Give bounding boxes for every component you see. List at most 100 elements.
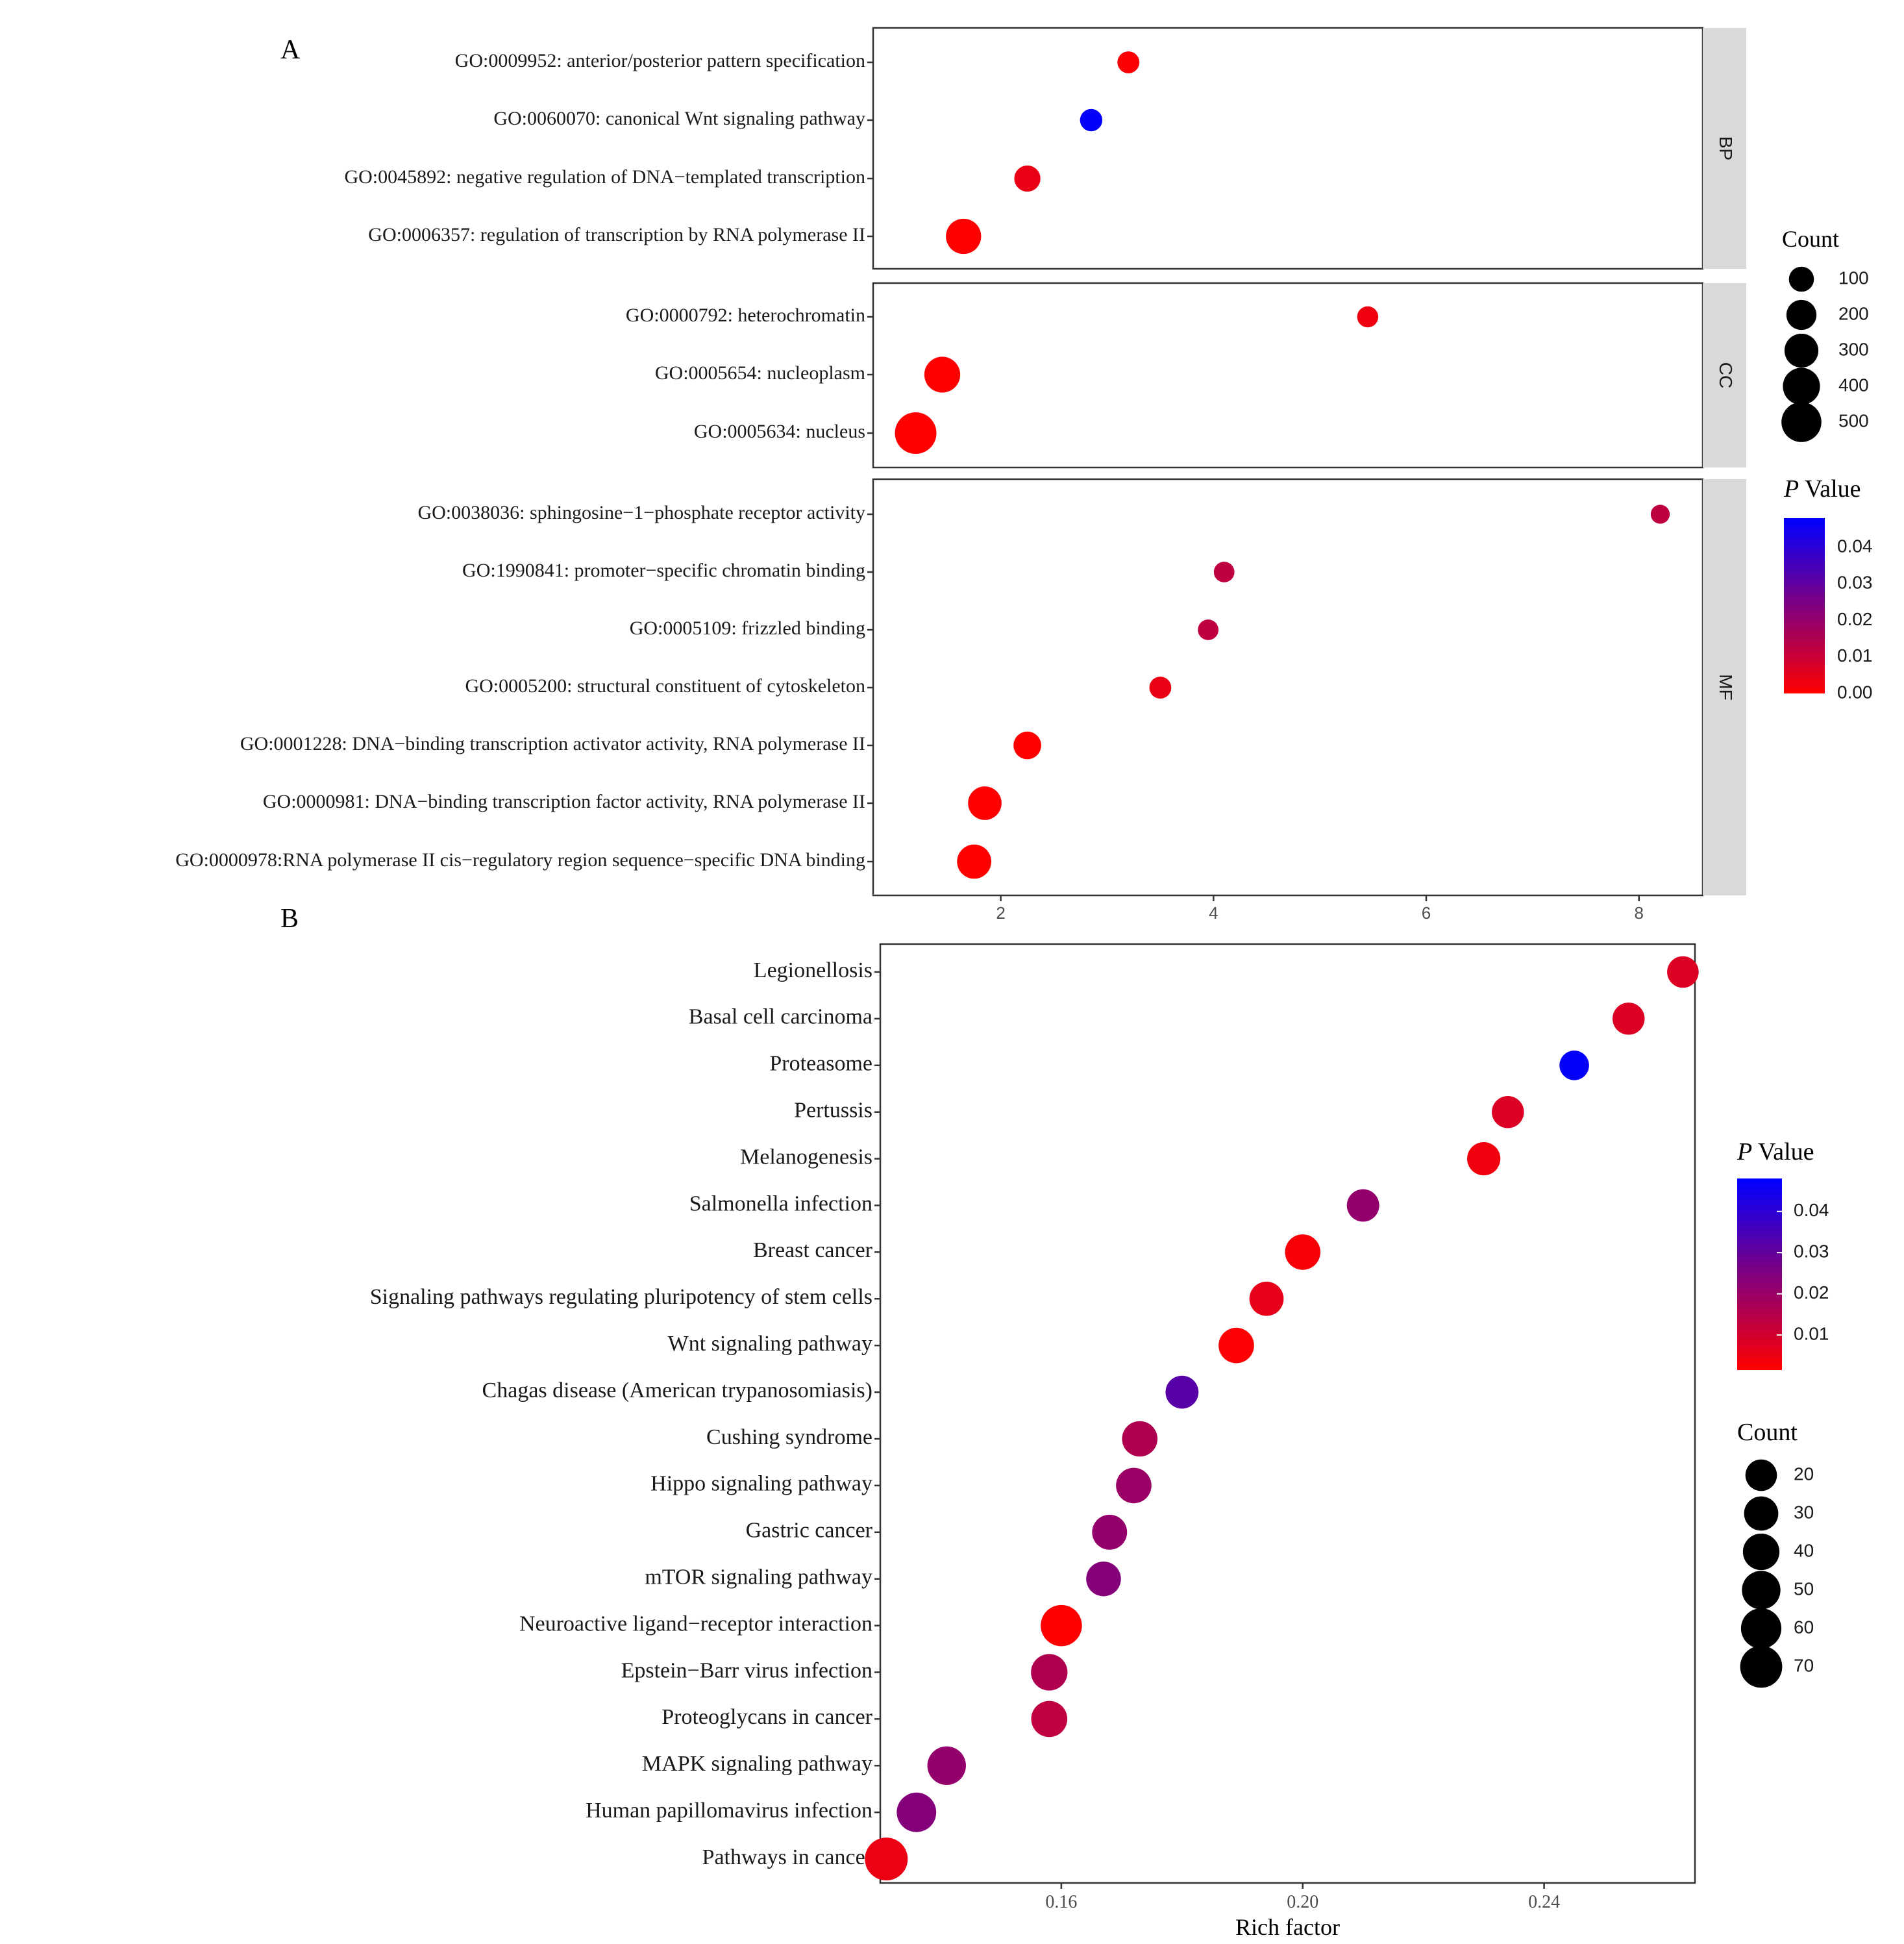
pathway-label: Epstein−Barr virus infection	[621, 1658, 872, 1682]
x-tick-label: 2	[996, 903, 1005, 923]
size-legend-label: 200	[1838, 303, 1869, 323]
go-term-label: GO:0005109: frizzled binding	[630, 617, 865, 639]
go-term-label: GO:0060070: canonical Wnt signaling path…	[493, 108, 865, 129]
data-point	[895, 412, 937, 454]
color-legend-label: 0.01	[1794, 1323, 1829, 1343]
pathway-label: Basal cell carcinoma	[689, 1005, 872, 1029]
data-point	[924, 356, 961, 393]
x-tick-label: 8	[1634, 903, 1643, 923]
go-term-label: GO:0006357: regulation of transcription …	[368, 224, 865, 245]
pathway-label: Signaling pathways regulating pluripoten…	[370, 1285, 872, 1309]
data-point	[1612, 1003, 1645, 1035]
size-legend-key	[1740, 1645, 1783, 1688]
facet-panel-mf	[872, 478, 1704, 897]
size-legend-key	[1740, 1608, 1782, 1649]
pathway-label: Pertussis	[794, 1098, 872, 1122]
color-legend-label: 0.00	[1837, 682, 1873, 702]
data-point	[1031, 1654, 1068, 1691]
data-point	[1092, 1514, 1128, 1550]
data-point	[968, 786, 1002, 820]
data-point	[1346, 1189, 1379, 1222]
data-point	[1117, 51, 1140, 73]
data-point	[1285, 1234, 1321, 1270]
data-point	[1122, 1421, 1158, 1457]
go-term-label: GO:0005654: nucleoplasm	[655, 362, 865, 384]
size-legend-label: 30	[1794, 1502, 1814, 1522]
data-point	[1559, 1051, 1589, 1080]
facet-panel-cc	[872, 282, 1704, 469]
color-legend-title-italic: P	[1737, 1138, 1752, 1165]
size-legend-key	[1744, 1496, 1779, 1531]
data-point	[1492, 1095, 1524, 1128]
go-term-label: GO:0000978:RNA polymerase II cis−regulat…	[175, 849, 865, 871]
x-tick-label: 6	[1422, 903, 1431, 923]
color-bar	[1737, 1178, 1782, 1370]
x-tick-label: 0.16	[1045, 1892, 1077, 1912]
pathway-label: MAPK signaling pathway	[642, 1752, 872, 1776]
panel-b-label: B	[280, 904, 299, 934]
size-legend-key	[1742, 1571, 1781, 1610]
color-legend-label: 0.04	[1837, 536, 1873, 556]
data-point	[1198, 619, 1218, 640]
facet-strip-label: MF	[1716, 674, 1736, 700]
color-legend-title: P Value	[1783, 475, 1861, 503]
facet-strip-label: BP	[1716, 136, 1736, 160]
size-legend-title: Count	[1782, 226, 1839, 252]
pathway-label: Wnt signaling pathway	[668, 1332, 872, 1356]
data-point	[1014, 165, 1041, 192]
data-point	[1013, 731, 1041, 760]
data-point	[1116, 1467, 1152, 1504]
color-bar	[1784, 518, 1825, 693]
pathway-label: Chagas disease (American trypanosomiasis…	[482, 1378, 872, 1402]
color-legend-label: 0.01	[1837, 645, 1873, 666]
data-point	[865, 1838, 908, 1881]
go-term-label: GO:0038036: sphingosine−1−phosphate rece…	[417, 502, 865, 523]
size-legend-label: 50	[1794, 1578, 1814, 1599]
go-term-label: GO:1990841: promoter−specific chromatin …	[462, 560, 865, 581]
pathway-label: Proteasome	[769, 1052, 872, 1076]
panel-a-go-plot: BP GO:0009952: anterior/posterior pattern…	[175, 27, 1873, 923]
data-point	[946, 218, 982, 255]
pathway-label: Melanogenesis	[740, 1145, 872, 1169]
facet-strip-label: CC	[1716, 362, 1736, 388]
pathway-label: Proteoglycans in cancer	[661, 1705, 872, 1729]
size-legend-label: 60	[1794, 1617, 1814, 1637]
color-legend-label: 0.04	[1794, 1200, 1829, 1220]
panel-a-label: A	[280, 35, 301, 65]
color-legend-title-italic: P	[1783, 475, 1799, 503]
x-tick-label: 4	[1209, 903, 1218, 923]
go-term-label: GO:0000981: DNA−binding transcription fa…	[263, 791, 865, 812]
size-legend-label: 100	[1838, 268, 1869, 288]
size-legend-label: 70	[1794, 1655, 1814, 1675]
size-legend-title: Count	[1737, 1419, 1798, 1446]
pathway-label: Hippo signaling pathway	[650, 1472, 872, 1496]
go-term-label: GO:0000792: heterochromatin	[626, 305, 865, 326]
data-point	[1041, 1604, 1082, 1647]
x-tick-label: 0.24	[1528, 1892, 1560, 1912]
size-legend-key	[1788, 266, 1814, 292]
size-legend-key	[1786, 299, 1817, 330]
pathway-label: Cushing syndrome	[706, 1425, 872, 1449]
color-legend-title: P Value	[1737, 1138, 1814, 1165]
facet-strip-cc	[1703, 283, 1746, 467]
color-legend-label: 0.03	[1837, 573, 1873, 593]
size-legend-label: 40	[1794, 1540, 1814, 1560]
data-point	[1218, 1327, 1254, 1364]
data-point	[896, 1792, 937, 1832]
pathway-label: mTOR signaling pathway	[645, 1565, 872, 1589]
data-point	[1165, 1375, 1199, 1409]
size-legend-label: 500	[1838, 410, 1869, 430]
facet-strip-bp	[1703, 28, 1746, 269]
data-point	[1467, 1142, 1501, 1176]
pathway-label: Gastric cancer	[746, 1519, 873, 1543]
data-point	[1149, 677, 1172, 699]
data-point	[1650, 505, 1670, 524]
data-point	[1080, 108, 1103, 132]
color-legend-title-rest: Value	[1799, 475, 1861, 503]
color-legend-title-rest: Value	[1752, 1138, 1814, 1165]
x-tick-label: 0.20	[1287, 1892, 1318, 1912]
data-point	[927, 1746, 966, 1785]
size-legend-label: 300	[1838, 339, 1869, 359]
facet-strip-mf	[1703, 479, 1746, 895]
